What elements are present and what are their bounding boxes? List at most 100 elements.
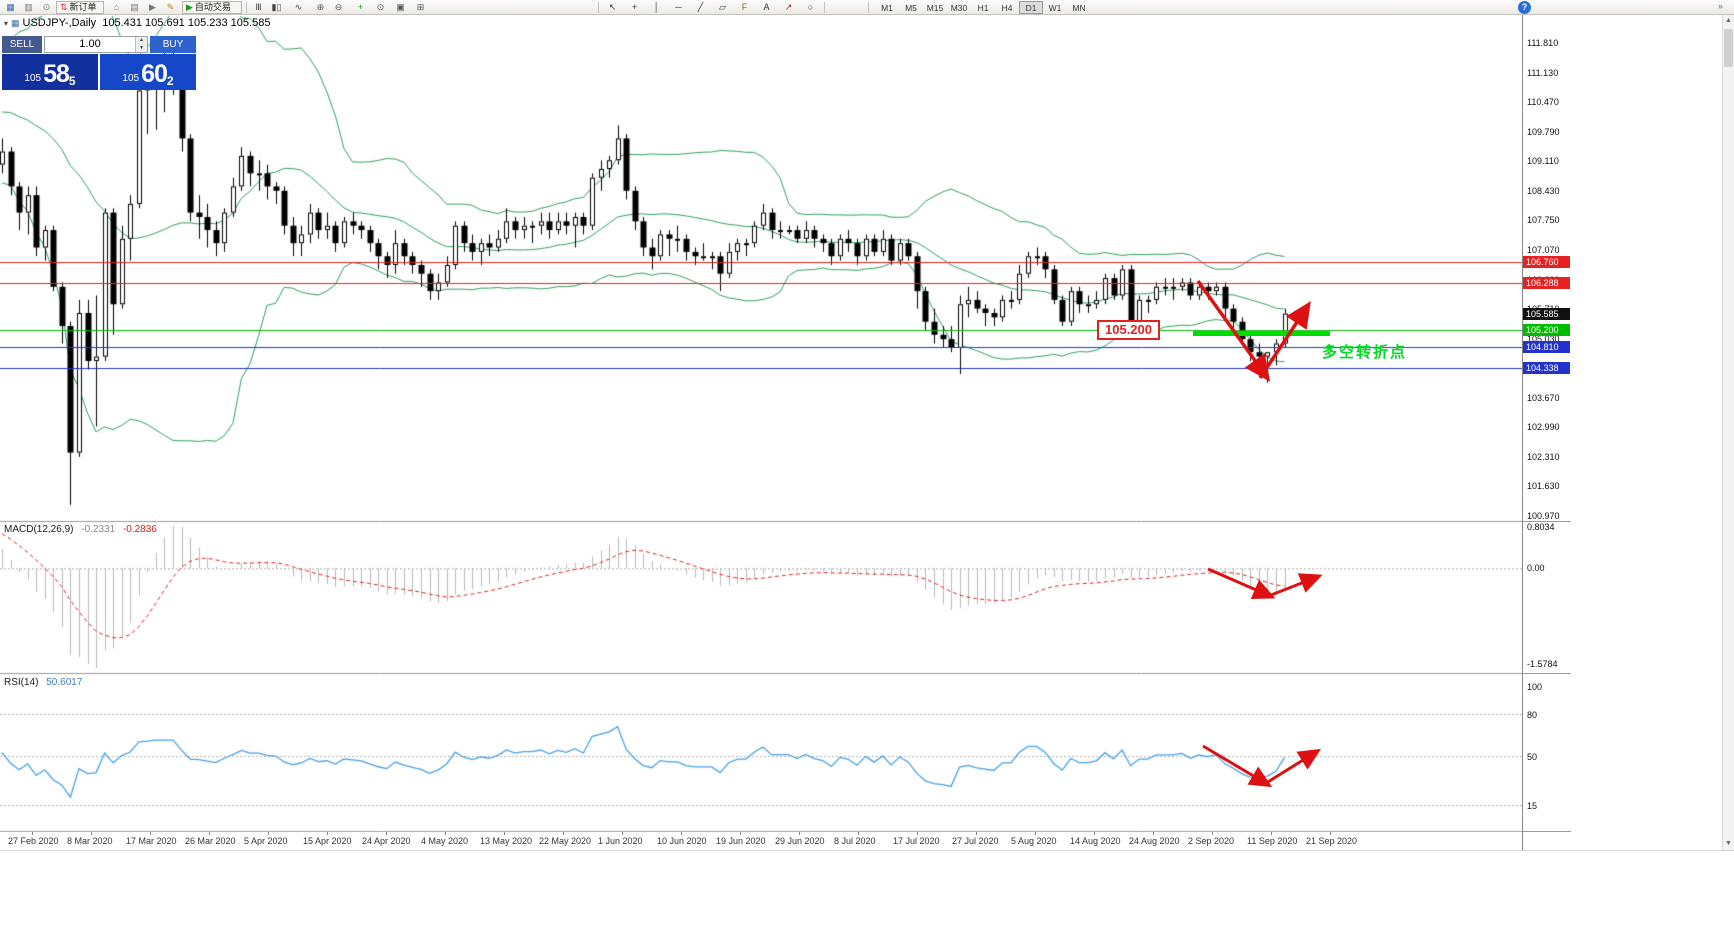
timeframe-h4[interactable]: H4 <box>1001 3 1013 13</box>
autotrading-play-icon: ▶ <box>186 2 193 12</box>
bid-big-digits: 58 <box>43 60 70 88</box>
date-label: 27 Feb 2020 <box>8 836 59 846</box>
scroll-up-icon[interactable]: ▲ <box>1725 17 1732 24</box>
macd-axis-min: -1.5784 <box>1527 659 1558 669</box>
date-label: 15 Apr 2020 <box>303 836 352 846</box>
timeframe-mn[interactable]: MN <box>1072 3 1086 13</box>
timeframe-m30[interactable]: M30 <box>950 3 968 13</box>
new-order-label: 新订单 <box>69 2 97 12</box>
volume-up-icon[interactable]: ▲ <box>136 37 147 45</box>
metaeditor-icon[interactable]: ✎ <box>166 2 175 12</box>
navigator-icon[interactable]: ⌂ <box>113 2 120 12</box>
scrollbar-thumb[interactable] <box>1724 29 1733 67</box>
rsi-axis-label: 80 <box>1527 710 1538 720</box>
sell-button[interactable]: SELL <box>2 36 42 53</box>
timeframe-m1[interactable]: M1 <box>881 3 893 13</box>
templates-icon[interactable]: ▣ <box>396 2 405 12</box>
macd-signal-value: -0.2836 <box>122 524 157 535</box>
vertical-scrollbar[interactable]: ▲ ▼ <box>1722 15 1734 850</box>
date-label: 13 May 2020 <box>480 836 533 846</box>
cursor-icon[interactable]: ↖ <box>608 2 617 12</box>
pane-separator <box>1523 831 1571 832</box>
price-tick-label: 100.970 <box>1527 511 1560 521</box>
volume-down-icon[interactable]: ▼ <box>136 44 147 52</box>
bars-chart-icon[interactable]: Ⅲ <box>255 2 262 12</box>
zoom-out-icon[interactable]: ⊖ <box>334 2 343 12</box>
zoom-in-icon[interactable]: ⊕ <box>316 2 325 12</box>
date-tick <box>858 832 859 835</box>
price-tag: 106.288 <box>1523 276 1570 289</box>
date-label: 8 Jul 2020 <box>834 836 876 846</box>
market-watch-icon[interactable]: ⊙ <box>42 2 51 12</box>
date-axis[interactable]: 27 Feb 2020 8 Mar 2020 17 Mar 2020 26 Mar 2… <box>0 832 1522 850</box>
date-tick <box>976 832 977 835</box>
trendline-icon[interactable]: ╱ <box>697 2 704 12</box>
ask-big-digits: 60 <box>141 60 168 88</box>
volume-input[interactable]: 1.00 ▲ ▼ <box>44 36 148 53</box>
price-tick-label: 111.810 <box>1527 38 1559 48</box>
chart-plot-area[interactable] <box>0 15 1522 850</box>
new-order-button[interactable]: ⇅ 新订单 <box>56 1 104 14</box>
date-label: 5 Apr 2020 <box>244 836 288 846</box>
date-label: 14 Aug 2020 <box>1070 836 1121 846</box>
date-tick <box>150 832 151 835</box>
date-label: 21 Sep 2020 <box>1306 836 1358 846</box>
date-tick <box>681 832 682 835</box>
buy-button[interactable]: BUY <box>150 36 196 53</box>
volume-value[interactable]: 1.00 <box>79 38 101 50</box>
strategy-tester-icon[interactable]: ▶ <box>149 2 156 12</box>
date-label: 5 Aug 2020 <box>1011 836 1057 846</box>
price-axis[interactable]: 0.8034 0.00 -1.5784 111.810 111.130 110.47… <box>1522 15 1571 850</box>
one-click-collapse-icon[interactable]: ▾ <box>4 19 9 28</box>
rsi-axis-label: 100 <box>1527 682 1543 692</box>
profiles-icon[interactable]: ▥ <box>24 2 33 12</box>
terminal-icon[interactable]: ▤ <box>130 2 139 12</box>
chart-window: ▾ ▦ USDJPY-,Daily 105.431 105.691 105.233 … <box>0 15 1571 850</box>
workspace-gutter <box>1571 15 1734 850</box>
date-tick <box>445 832 446 835</box>
chart-title: ▾ ▦ USDJPY-,Daily 105.431 105.691 105.233 … <box>4 17 270 29</box>
toolbar-separator <box>246 2 247 13</box>
new-chart-icon[interactable]: ▦ <box>6 2 15 12</box>
fibonacci-icon[interactable]: F <box>741 2 748 12</box>
vertical-line-icon[interactable]: │ <box>653 2 660 12</box>
support-level-callout: 105.200 <box>1097 320 1160 340</box>
arrows-icon[interactable]: ↗ <box>784 2 793 12</box>
toolbar-overflow-icon[interactable]: » <box>1718 1 1724 11</box>
date-label: 22 May 2020 <box>539 836 592 846</box>
rsi-value: 50.6017 <box>46 677 83 688</box>
channel-icon[interactable]: ▱ <box>719 2 726 12</box>
buy-price-display[interactable]: 105 60 2 <box>100 54 196 90</box>
shapes-icon[interactable]: ○ <box>807 2 814 12</box>
date-tick <box>917 832 918 835</box>
timeframe-h1[interactable]: H1 <box>977 3 989 13</box>
timeframe-m15[interactable]: M15 <box>926 3 944 13</box>
date-tick <box>622 832 623 835</box>
date-tick <box>209 832 210 835</box>
timeframe-w1[interactable]: W1 <box>1048 3 1062 13</box>
price-tag: 104.338 <box>1523 362 1570 375</box>
tile-windows-icon[interactable]: ⊞ <box>416 2 425 12</box>
price-tick-label: 108.430 <box>1527 185 1560 196</box>
line-chart-icon[interactable]: ∿ <box>294 2 303 12</box>
sell-price-display[interactable]: 105 58 5 <box>2 54 98 90</box>
date-label: 19 Jun 2020 <box>716 836 766 846</box>
macd-axis-zero: 0.00 <box>1527 563 1545 574</box>
date-tick <box>799 832 800 835</box>
scroll-down-icon[interactable]: ▼ <box>1725 840 1732 847</box>
price-tick-label: 101.630 <box>1527 481 1560 492</box>
crosshair-icon[interactable]: + <box>631 2 638 12</box>
timeframe-m5[interactable]: M5 <box>905 3 917 13</box>
toolbar-separator <box>868 2 869 13</box>
periods-icon[interactable]: ⊙ <box>376 2 385 12</box>
indicators-icon[interactable]: + <box>357 2 364 12</box>
autotrading-button[interactable]: ▶ 自动交易 <box>182 1 242 14</box>
text-icon[interactable]: A <box>763 2 770 12</box>
help-icon[interactable]: ? <box>1518 1 1531 14</box>
ask-pip-digit: 2 <box>166 74 174 88</box>
horizontal-line-icon[interactable]: ─ <box>675 2 682 12</box>
bid-pip-digit: 5 <box>68 74 76 88</box>
candlestick-chart-icon[interactable]: ▮▯ <box>271 2 282 12</box>
macd-label: MACD(12,26,9) -0.2331 -0.2836 <box>4 524 157 535</box>
timeframe-d1[interactable]: D1 <box>1019 1 1043 14</box>
